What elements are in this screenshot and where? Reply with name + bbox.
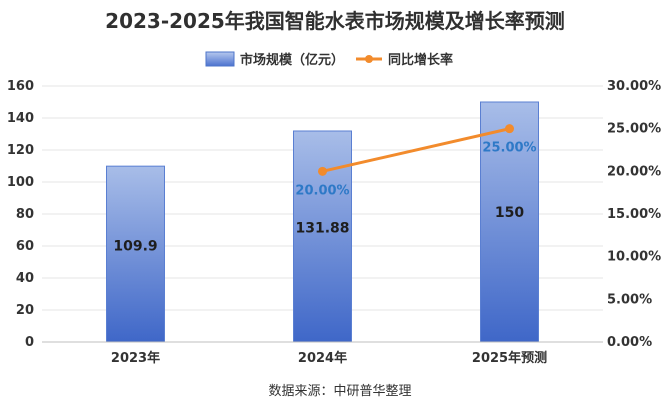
left-axis-tick-label: 120 [7, 143, 34, 158]
left-axis-ticks: 0 20 40 60 80 100 120 140 160 [7, 79, 34, 350]
growth-rate-series: 20.00% 25.00% [295, 124, 537, 198]
right-axis-tick-label: 5.00% [607, 292, 652, 307]
growth-rate-marker [505, 124, 514, 134]
legend-line-marker [365, 55, 373, 63]
market-size-bar [106, 165, 165, 343]
right-axis-tick-label: 25.00% [607, 122, 661, 137]
legend-bar-label: 市场规模（亿元） [240, 52, 344, 68]
left-axis-tick-label: 40 [16, 271, 34, 286]
chart-legend: 市场规模（亿元） 同比增长率 [205, 51, 453, 68]
x-axis-tick-label: 2023年 [111, 350, 160, 366]
market-size-value-label: 150 [495, 205, 524, 221]
x-axis-tick-label: 2024年 [298, 350, 347, 366]
left-axis-tick-label: 0 [25, 335, 34, 350]
growth-rate-marker [318, 166, 327, 176]
left-axis-tick-label: 160 [7, 79, 34, 94]
growth-rate-value-label: 20.00% [295, 183, 349, 198]
chart-title: 2023-2025年我国智能水表市场规模及增长率预测 [105, 9, 565, 33]
x-axis-labels: 2023年 2024年 2025年预测 [111, 350, 547, 366]
market-size-bar [293, 130, 352, 343]
left-axis-tick-label: 140 [7, 111, 34, 126]
market-size-value-label: 109.9 [113, 239, 157, 255]
left-axis-tick-label: 20 [16, 303, 34, 318]
market-size-value-label: 131.88 [295, 220, 349, 236]
right-axis-tick-label: 0.00% [607, 335, 652, 350]
x-axis-tick-label: 2025年预测 [472, 350, 547, 366]
left-axis-tick-label: 60 [16, 239, 34, 254]
data-source: 数据来源：中研普华整理 [268, 384, 411, 399]
right-axis-ticks: 0.00% 5.00% 10.00% 15.00% 20.00% 25.00% 30.00% [607, 79, 661, 350]
left-axis-tick-label: 100 [7, 175, 34, 190]
legend-bar-swatch [205, 51, 235, 67]
right-axis-tick-label: 30.00% [607, 79, 661, 94]
left-axis-tick-label: 80 [16, 207, 34, 222]
legend-line-label: 同比增长率 [388, 52, 453, 68]
market-size-bar [480, 101, 539, 343]
right-axis-tick-label: 10.00% [607, 250, 661, 265]
growth-rate-line [322, 127, 510, 173]
right-axis-tick-label: 20.00% [607, 164, 661, 179]
growth-rate-value-label: 25.00% [482, 141, 536, 156]
right-axis-tick-label: 15.00% [607, 207, 661, 222]
